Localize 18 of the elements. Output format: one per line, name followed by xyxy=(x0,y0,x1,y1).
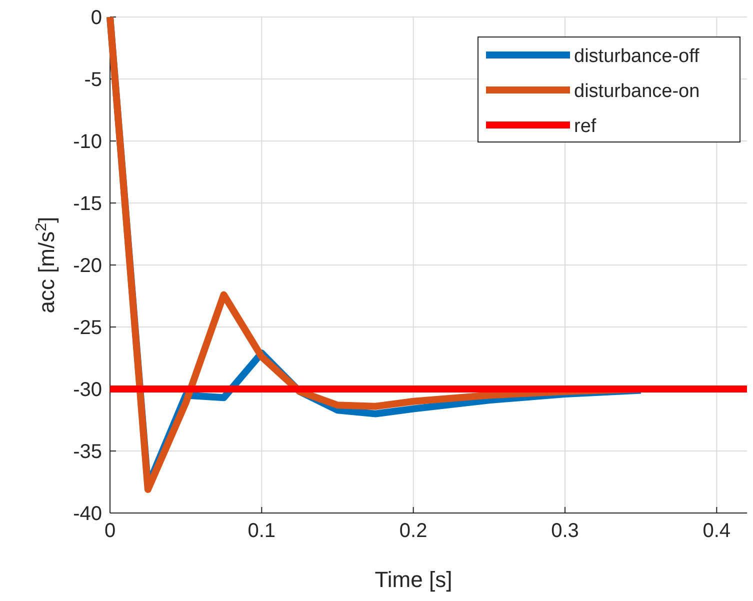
legend-label: disturbance-on xyxy=(574,81,700,102)
y-tick-label: -40 xyxy=(73,503,102,525)
x-tick-label: 0.4 xyxy=(702,520,731,542)
y-tick-label: -15 xyxy=(73,193,102,215)
y-tick-label: 0 xyxy=(90,7,102,29)
x-tick-label: 0 xyxy=(104,520,116,542)
x-tick-label: 0.3 xyxy=(551,520,579,542)
y-tick-label: -30 xyxy=(73,379,102,401)
x-tick-label: 0.1 xyxy=(248,520,276,542)
y-tick-label: -20 xyxy=(73,255,102,277)
legend-label: ref xyxy=(574,116,597,137)
x-axis-title: Time [s] xyxy=(374,567,452,592)
y-tick-label: -5 xyxy=(84,69,102,91)
y-tick-label: -25 xyxy=(73,317,102,339)
y-tick-label: -35 xyxy=(73,441,102,463)
x-tick-label: 0.2 xyxy=(399,520,428,542)
legend-label: disturbance-off xyxy=(574,46,700,67)
y-tick-label: -10 xyxy=(73,131,102,153)
